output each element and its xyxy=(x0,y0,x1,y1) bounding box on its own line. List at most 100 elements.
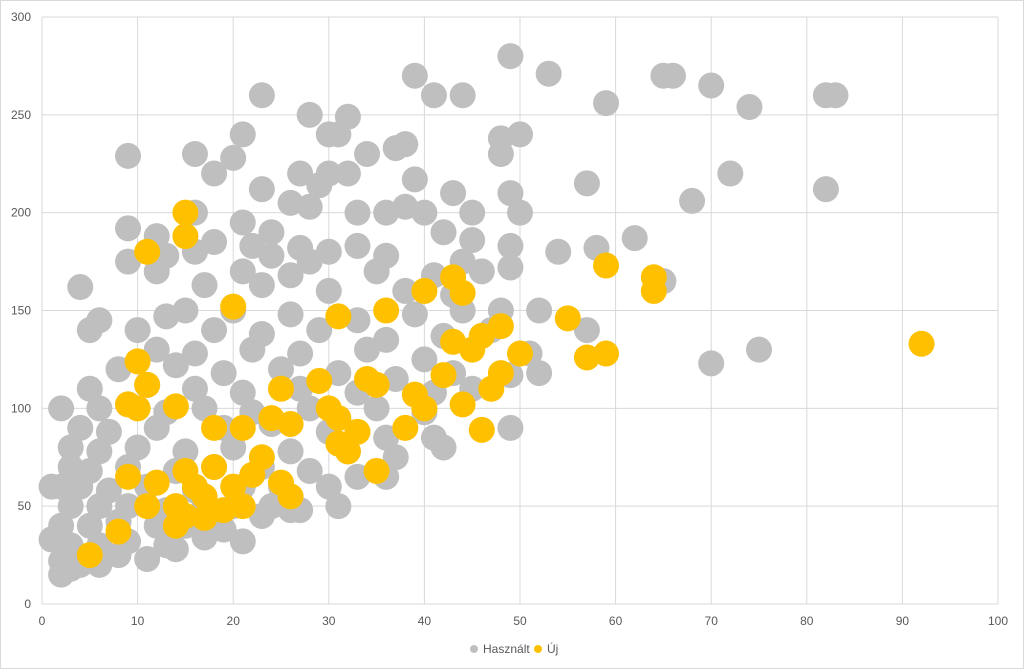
data-point xyxy=(344,418,371,445)
data-point xyxy=(124,434,151,461)
data-point xyxy=(277,483,304,510)
data-point xyxy=(440,180,467,207)
y-tick-label: 300 xyxy=(11,10,31,24)
data-point xyxy=(363,457,390,484)
data-point xyxy=(220,144,247,171)
data-point xyxy=(201,414,228,441)
data-point xyxy=(143,469,170,496)
data-point xyxy=(67,274,94,301)
data-point xyxy=(468,258,495,285)
x-tick-label: 10 xyxy=(131,614,145,628)
data-point xyxy=(172,297,199,324)
data-point xyxy=(363,258,390,285)
data-point xyxy=(325,493,352,520)
data-point xyxy=(181,375,208,402)
data-point xyxy=(535,60,562,87)
data-point xyxy=(134,238,161,265)
data-point xyxy=(679,187,706,214)
data-point xyxy=(268,375,294,402)
data-point xyxy=(86,493,113,520)
y-tick-label: 150 xyxy=(11,304,31,318)
data-point xyxy=(459,227,486,254)
data-point xyxy=(401,301,428,328)
series-1 xyxy=(76,199,935,569)
data-point xyxy=(115,463,142,490)
data-point xyxy=(698,350,725,377)
data-point xyxy=(229,379,256,406)
y-tick-label: 200 xyxy=(11,206,31,220)
data-point xyxy=(659,62,686,89)
data-point xyxy=(478,375,505,402)
data-point xyxy=(201,317,228,344)
data-point xyxy=(325,303,352,330)
data-point xyxy=(593,252,620,279)
data-point xyxy=(344,199,371,226)
x-tick-label: 50 xyxy=(513,614,527,628)
data-point xyxy=(220,434,247,461)
legend-label: Használt xyxy=(483,642,530,656)
data-point xyxy=(115,142,142,169)
data-point xyxy=(468,416,495,443)
data-point xyxy=(258,219,285,246)
data-point xyxy=(487,140,514,167)
data-point xyxy=(191,395,218,422)
data-point xyxy=(296,248,323,275)
data-point xyxy=(143,336,170,363)
data-point xyxy=(201,229,228,256)
data-point xyxy=(229,493,256,520)
data-point xyxy=(296,395,323,422)
data-point xyxy=(296,193,323,220)
x-tick-label: 0 xyxy=(39,614,46,628)
data-point xyxy=(497,180,524,207)
data-point xyxy=(554,305,581,332)
data-point xyxy=(229,209,256,236)
data-point xyxy=(239,461,266,488)
data-point xyxy=(258,242,285,269)
data-point xyxy=(736,94,763,121)
data-point xyxy=(573,170,600,197)
data-point xyxy=(181,340,208,367)
data-point xyxy=(497,43,524,70)
data-point xyxy=(382,444,409,471)
data-point xyxy=(392,414,419,441)
data-point xyxy=(57,555,84,582)
data-point xyxy=(430,219,457,246)
data-point xyxy=(593,90,620,117)
data-point xyxy=(420,82,447,109)
data-point xyxy=(134,545,161,572)
data-point xyxy=(822,82,849,109)
data-point xyxy=(315,277,342,304)
data-point xyxy=(239,232,266,259)
data-point xyxy=(162,536,189,563)
data-point xyxy=(430,434,457,461)
data-point xyxy=(296,457,323,484)
data-point xyxy=(239,336,266,363)
data-point xyxy=(382,135,409,162)
data-point xyxy=(277,262,304,289)
data-point xyxy=(573,317,600,344)
data-point xyxy=(143,512,170,539)
data-point xyxy=(191,524,218,551)
data-point xyxy=(306,367,333,394)
data-point xyxy=(248,272,275,299)
data-point xyxy=(277,438,304,465)
data-point xyxy=(497,414,524,441)
legend-marker xyxy=(534,645,542,653)
legend-label: Új xyxy=(547,641,558,656)
data-point xyxy=(67,473,94,500)
data-point xyxy=(248,502,275,529)
data-point xyxy=(449,391,476,418)
data-point xyxy=(220,473,247,500)
data-point xyxy=(334,438,361,465)
data-point xyxy=(746,336,772,363)
series-layer xyxy=(38,43,935,588)
data-point xyxy=(497,254,524,281)
x-tick-label: 30 xyxy=(322,614,336,628)
data-point xyxy=(621,225,648,252)
data-point xyxy=(229,258,256,285)
data-point xyxy=(354,140,381,167)
data-point xyxy=(229,414,256,441)
data-point xyxy=(908,330,935,357)
data-point xyxy=(334,160,361,187)
data-point xyxy=(392,277,419,304)
